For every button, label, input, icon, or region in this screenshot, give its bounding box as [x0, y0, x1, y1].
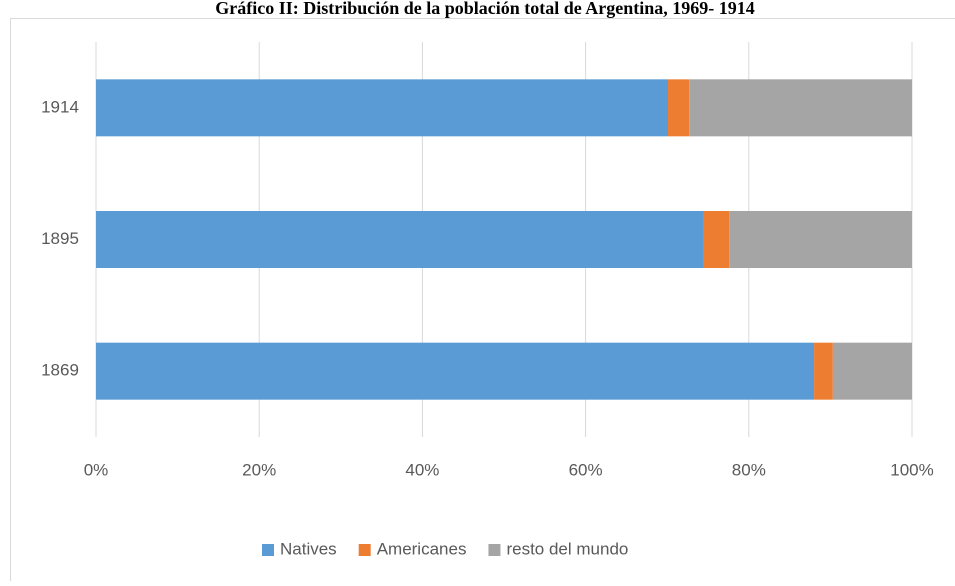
legend-label: Americanes [377, 539, 467, 558]
x-tick-label: 60% [569, 460, 603, 479]
x-tick-label: 0% [84, 460, 109, 479]
y-tick-label: 1869 [41, 361, 79, 380]
x-tick-label: 100% [890, 460, 933, 479]
bar-segment [96, 211, 704, 268]
bar-segment [704, 211, 729, 268]
bar-segment [96, 343, 814, 400]
y-tick-label: 1914 [41, 97, 79, 116]
bar-segment [729, 211, 912, 268]
x-tick-label: 80% [732, 460, 766, 479]
bar-segment [96, 79, 668, 136]
legend-swatch [359, 544, 371, 556]
y-tick-label: 1895 [41, 229, 79, 248]
bar-segment [833, 343, 912, 400]
bar-segment [668, 79, 689, 136]
legend-label: Natives [280, 539, 337, 558]
legend-label: resto del mundo [506, 539, 628, 558]
bar-segment [689, 79, 912, 136]
legend-swatch [488, 544, 500, 556]
legend-swatch [262, 544, 274, 556]
x-tick-label: 20% [242, 460, 276, 479]
bar-segment [814, 343, 833, 400]
x-tick-label: 40% [405, 460, 439, 479]
chart-title: Gráfico II: Distribución de la población… [215, 0, 755, 18]
